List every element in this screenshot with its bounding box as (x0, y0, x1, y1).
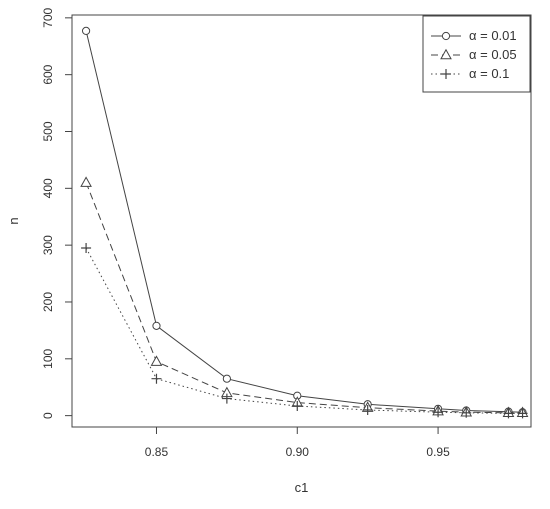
x-axis-label: c1 (295, 480, 309, 495)
legend-entry: α = 0.1 (431, 66, 509, 81)
plus-marker (221, 393, 232, 404)
triangle-marker (80, 176, 92, 187)
circle-marker (441, 31, 451, 41)
y-tick-label: 0 (41, 412, 55, 419)
plot-frame (71, 14, 532, 428)
x-tick-label: 0.85 (145, 445, 169, 459)
x-tick-label: 0.95 (426, 445, 450, 459)
triangle-marker (150, 355, 163, 366)
triangle-marker (440, 48, 452, 60)
series-line (85, 247, 523, 414)
plus-marker (461, 407, 472, 418)
legend-label: α = 0.1 (469, 66, 509, 81)
series-layer (80, 26, 529, 419)
legend-entry: α = 0.05 (431, 47, 517, 62)
y-tick-label: 700 (41, 8, 55, 28)
y-tick-label: 500 (41, 121, 55, 141)
y-axis-label: n (6, 217, 21, 224)
y-tick-label: 100 (41, 348, 55, 368)
legend-entry: α = 0.01 (431, 28, 517, 43)
plus-marker (517, 408, 528, 419)
axes: 0.85 0.90 0.95 0 100 200 300 400 500 600 700 (41, 8, 532, 459)
legend-box (422, 15, 531, 93)
x-tick-label: 0.90 (286, 445, 310, 459)
legend: α = 0.01 α = 0.05 α = 0.1 (422, 15, 531, 93)
plus-marker (503, 408, 514, 419)
legend-label: α = 0.01 (469, 28, 517, 43)
y-tick-label: 600 (41, 64, 55, 84)
plus-marker (362, 404, 373, 415)
plus-marker (81, 242, 92, 253)
plus-marker (433, 407, 444, 418)
plus-marker (151, 373, 162, 384)
legend-label: α = 0.05 (469, 47, 517, 62)
plus-marker (292, 400, 303, 411)
series-2 (80, 176, 529, 418)
y-tick-label: 200 (41, 292, 55, 312)
circle-marker (222, 374, 231, 383)
y-tick-label: 300 (41, 235, 55, 255)
circle-marker (152, 321, 161, 330)
plus-marker (441, 69, 451, 79)
series-3 (81, 242, 528, 419)
circle-marker (81, 26, 91, 36)
y-tick-label: 400 (41, 178, 55, 198)
